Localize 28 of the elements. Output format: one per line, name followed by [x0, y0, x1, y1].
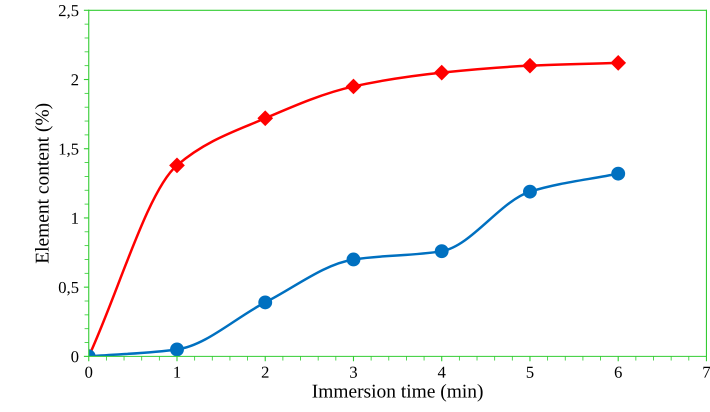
x-tick-label: 6	[614, 366, 622, 378]
y-axis-title: Element content (%)	[35, 104, 53, 264]
y-tick-label: 0	[71, 351, 78, 362]
point	[611, 166, 626, 181]
point	[522, 58, 538, 74]
y-tick-label: 2	[71, 74, 78, 86]
x-tick-label: 0	[85, 366, 92, 378]
x-tick-label: 5	[526, 366, 534, 378]
point	[610, 55, 626, 70]
point	[258, 110, 273, 126]
point	[434, 244, 449, 258]
point	[346, 78, 362, 94]
point	[170, 342, 184, 356]
y-tick-label: 1,5	[60, 144, 78, 158]
x-tick-label: 7	[703, 366, 710, 378]
point	[346, 252, 360, 266]
x-tick-label: 2	[262, 366, 268, 378]
y-tick-label: 0,5	[58, 282, 78, 296]
point	[258, 295, 272, 310]
x-axis-title: Immersion time (min)	[312, 384, 483, 402]
point	[169, 158, 185, 173]
x-tick-label: 3	[350, 366, 357, 378]
x-tick-label: 1	[174, 366, 180, 378]
x-tick-label: 4	[438, 366, 446, 378]
y-tick-label: 2,5	[58, 5, 78, 19]
point	[434, 65, 450, 80]
y-tick-label: 1	[72, 212, 78, 224]
point	[523, 184, 537, 199]
